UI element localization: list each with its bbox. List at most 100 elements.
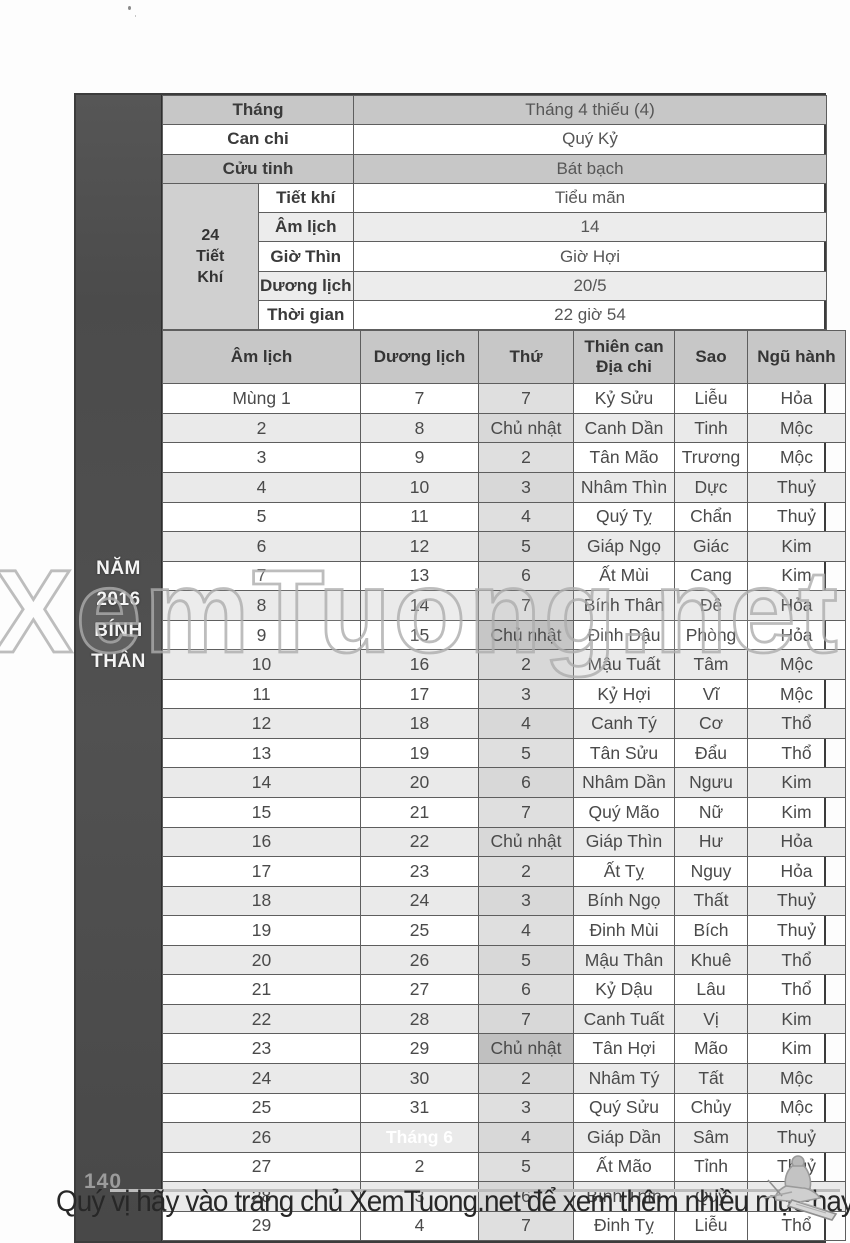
thu-cell: 4 [478, 708, 574, 739]
thu-cell: 2 [478, 442, 574, 474]
ngu-hanh-cell: Hỏa [747, 383, 846, 414]
thu-cell: 7 [478, 1003, 574, 1035]
thu-cell: 6 [478, 1181, 574, 1212]
info-value: 14 [353, 212, 827, 243]
info-label: Thời gian [257, 300, 354, 331]
footer-site-link: XemTuong.net [349, 1185, 521, 1218]
am-lich-cell: 26 [162, 1122, 361, 1153]
col-header-thien-can-dia-chi: Thiên can Địa chi [573, 330, 675, 385]
ngu-hanh-cell: Mộc [747, 1092, 846, 1124]
duong-lich-cell: 23 [360, 856, 479, 887]
tiet-khi-title-line: Khí [197, 269, 224, 287]
ngu-hanh-cell: Mộc [747, 412, 846, 444]
table-row: 7 13 6 Ất Mùi Cang Kim [162, 560, 846, 592]
table-row: 3 9 2 Tân Mão Trương Mộc [162, 442, 846, 474]
reading-person-illustration [763, 1155, 838, 1221]
info-row-gio: Giờ Thìn Giờ Hợi [163, 241, 827, 272]
ngu-hanh-cell: Kim [747, 1033, 846, 1064]
duong-lich-cell: 2 [360, 1151, 479, 1183]
can-chi-cell: Quý Tỵ [573, 501, 675, 533]
info-label: Tháng [162, 94, 354, 126]
table-row: 15 21 7 Quý Mão Nữ Kim [162, 797, 846, 828]
info-row-duong-lich: Dương lịch 20/5 [163, 270, 827, 302]
sao-cell: Thất [674, 885, 748, 917]
info-value: Tiểu mãn [353, 182, 827, 214]
thu-cell: 3 [478, 1092, 574, 1124]
sao-cell: Lâu [674, 974, 748, 1005]
footer-rule [110, 1189, 840, 1192]
am-lich-cell: 7 [162, 560, 361, 592]
thu-cell: 7 [478, 797, 574, 828]
ngu-hanh-cell: Hỏa [747, 826, 846, 858]
ngu-hanh-cell: Thổ [747, 737, 846, 769]
month-info-table: Tháng Tháng 4 thiếu (4) Can chi Quý Kỷ C… [162, 94, 827, 331]
thu-cell: 4 [478, 1122, 574, 1153]
sao-cell: Nguy [674, 856, 748, 887]
ngu-hanh-cell: Thổ [747, 708, 846, 739]
can-chi-cell: Canh Dần [573, 412, 675, 444]
thu-cell: 5 [478, 1151, 574, 1183]
sao-cell: Mão [674, 1033, 748, 1064]
sao-cell: Chủy [674, 1092, 748, 1124]
sao-cell: Phòng [674, 619, 748, 651]
duong-lich-cell: 14 [360, 590, 479, 621]
page-number: 140 [84, 1170, 123, 1193]
table-row: 11 17 3 Kỷ Hợi Vĩ Mộc [162, 678, 846, 710]
info-label: Can chi [162, 124, 354, 155]
col-header-line: Địa chi [596, 357, 652, 377]
am-lich-cell: 4 [162, 472, 361, 503]
am-lich-cell: Mùng 1 [162, 383, 361, 414]
info-row-can-chi: Can chi Quý Kỷ [162, 124, 827, 155]
tiet-khi-title-line: 24 [201, 227, 220, 245]
col-header-thu: Thứ [478, 330, 574, 385]
thu-cell: Chủ nhật [478, 1033, 574, 1064]
can-chi-cell: Nhâm Thìn [573, 472, 675, 503]
sao-cell: Nữ [674, 797, 748, 828]
am-lich-cell: 13 [162, 737, 361, 769]
duong-lich-cell: 10 [360, 472, 479, 503]
table-row: 12 18 4 Canh Tý Cơ Thổ [162, 708, 846, 739]
duong-lich-cell: 12 [360, 531, 479, 562]
duong-lich-cell: 8 [360, 412, 479, 444]
can-chi-cell: Tân Sửu [573, 737, 675, 769]
footer-text-prefix: Quý vị hãy vào trang chủ [56, 1185, 350, 1218]
footer-text: Quý vị hãy vào trang chủ XemTuong.net để… [56, 1185, 850, 1219]
can-chi-cell: Quý Sửu [573, 1092, 675, 1124]
can-chi-cell: Nhâm Tý [573, 1062, 675, 1094]
can-chi-cell: Nhâm Dần [573, 767, 675, 799]
duong-lich-cell: 16 [360, 649, 479, 680]
can-chi-cell: Mậu Thân [573, 944, 675, 976]
sao-cell: Sâm [674, 1122, 748, 1153]
am-lich-cell: 25 [162, 1092, 361, 1124]
am-lich-cell: 19 [162, 915, 361, 946]
table-row: 6 12 5 Giáp Ngọ Giác Kim [162, 531, 846, 562]
am-lich-cell: 17 [162, 856, 361, 887]
duong-lich-cell: 22 [360, 826, 479, 858]
ngu-hanh-cell: Thuỷ [747, 1122, 846, 1153]
am-lich-cell: 8 [162, 590, 361, 621]
table-row: 13 19 5 Tân Sửu Đẩu Thổ [162, 737, 846, 769]
can-chi-cell: Ất Tỵ [573, 856, 675, 887]
sao-cell: Tâm [674, 649, 748, 680]
info-label: Dương lịch [257, 270, 354, 302]
can-chi-cell: Tân Mão [573, 442, 675, 474]
ngu-hanh-cell: Thổ [747, 944, 846, 976]
sao-cell: Cơ [674, 708, 748, 739]
info-row-cuu-tinh: Cửu tinh Bát bạch [162, 153, 827, 184]
table-row: 24 30 2 Nhâm Tý Tất Mộc [162, 1062, 846, 1094]
table-row: 19 25 4 Đinh Mùi Bích Thuỷ [162, 915, 846, 946]
can-chi-cell: Giáp Ngọ [573, 531, 675, 562]
thu-cell: 4 [478, 915, 574, 946]
duong-lich-cell: 26 [360, 944, 479, 976]
can-chi-cell: Bính Thân [573, 590, 675, 621]
can-chi-cell: Kỷ Hợi [573, 678, 675, 710]
sao-cell: Giác [674, 531, 748, 562]
tiet-khi-title: 24 Tiết Khí [162, 182, 259, 331]
thu-cell: 2 [478, 856, 574, 887]
ngu-hanh-cell: Thuỷ [747, 472, 846, 503]
am-lich-cell: 16 [162, 826, 361, 858]
duong-lich-cell: 21 [360, 797, 479, 828]
year-label-line: 2016 [96, 589, 141, 610]
thu-cell: 7 [478, 383, 574, 414]
